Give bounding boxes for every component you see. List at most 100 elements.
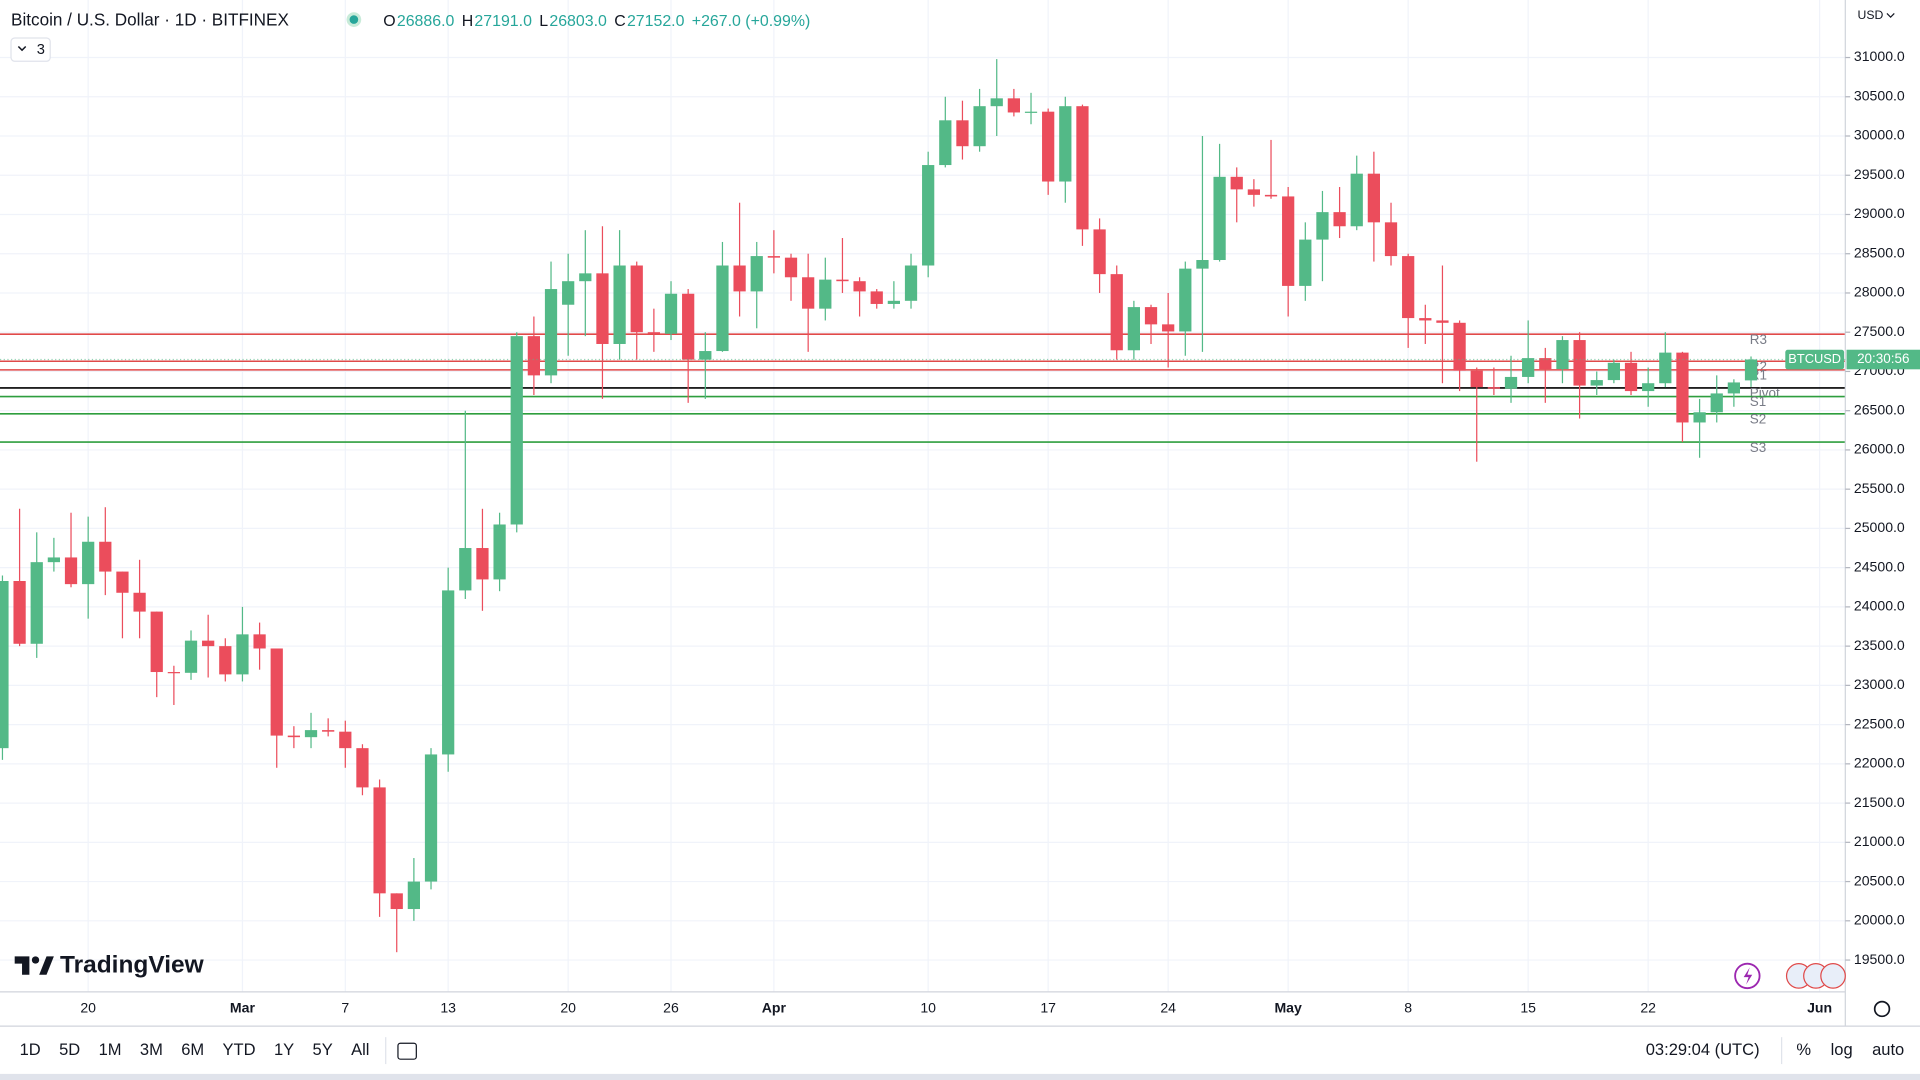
candle-body <box>424 754 438 882</box>
candle-body <box>647 332 660 334</box>
candle-body <box>1333 212 1346 227</box>
logo-dot <box>31 956 40 964</box>
grid <box>0 0 1846 992</box>
candle-body <box>1676 352 1689 423</box>
y-tick-label: 21500.0 <box>1854 794 1905 810</box>
settings-icon[interactable] <box>1873 1000 1891 1018</box>
candle-body <box>1384 222 1398 257</box>
symbol-title: Bitcoin / U.S. Dollar · 1D · BITFINEX <box>11 9 289 29</box>
price-tag <box>1846 349 1920 370</box>
candle-body <box>1316 212 1329 240</box>
candle-body <box>1693 412 1706 423</box>
candle-body <box>270 648 283 736</box>
candle-body <box>1282 196 1295 286</box>
range-button[interactable]: All <box>351 1040 369 1059</box>
candle-body <box>116 571 129 593</box>
candle-body <box>1042 111 1055 182</box>
scale-option[interactable]: log <box>1831 1040 1853 1059</box>
candle-body <box>1093 229 1106 275</box>
candle-body <box>1487 387 1500 389</box>
flag-icon[interactable] <box>1820 963 1846 989</box>
candle-body <box>1419 318 1432 321</box>
brand-name: TradingView <box>60 952 205 979</box>
candle-body <box>1607 362 1620 381</box>
indicator-toggle[interactable] <box>10 37 51 62</box>
x-tick-label: 8 <box>1404 1000 1412 1016</box>
candle-body <box>150 611 163 673</box>
candle-body <box>0 580 9 749</box>
range-button[interactable]: 1Y <box>274 1040 294 1059</box>
candle-body <box>973 106 986 147</box>
range-button[interactable]: 6M <box>181 1040 204 1059</box>
x-tick-label: 15 <box>1520 1000 1536 1016</box>
x-tick-label: Jun <box>1807 1000 1832 1016</box>
candle-body <box>1024 111 1038 113</box>
x-tick-label: 26 <box>663 1000 679 1016</box>
candle-body <box>47 557 60 563</box>
candle-body <box>750 256 763 292</box>
currency-label[interactable]: USD <box>1858 8 1884 22</box>
ohlc-legend: O 26886.0 H 27191.0 L 26803.0 C 27152.0 +267.0 (… <box>383 13 810 30</box>
candle-body <box>99 541 112 572</box>
pivot-label: S3 <box>1750 440 1766 455</box>
x-tick-label: 20 <box>80 1000 96 1016</box>
candle-body <box>836 279 849 282</box>
candle-body <box>784 257 798 278</box>
y-tick-label: 19500.0 <box>1854 951 1905 967</box>
candle-body <box>1470 370 1483 388</box>
x-tick-label: 17 <box>1040 1000 1056 1016</box>
candle-body <box>802 277 815 309</box>
y-tick-label: 21000.0 <box>1854 833 1905 849</box>
legend-prefix: L <box>539 13 548 30</box>
x-tick-label: Apr <box>762 1000 787 1016</box>
candle-body <box>1264 194 1278 197</box>
x-tick-label: Mar <box>230 1000 256 1016</box>
scale-option[interactable]: auto <box>1872 1040 1904 1059</box>
y-tick-label: 20500.0 <box>1854 872 1905 888</box>
candle-body <box>339 731 352 749</box>
candle-body <box>716 265 729 352</box>
candle-body <box>904 265 918 301</box>
candle-body <box>236 634 249 675</box>
candle-body <box>476 548 489 580</box>
y-tick-label: 31000.0 <box>1854 48 1905 64</box>
range-button[interactable]: YTD <box>223 1040 256 1059</box>
symbol-tag <box>1785 349 1845 370</box>
y-tick-label: 29000.0 <box>1854 205 1905 221</box>
candle-body <box>579 273 592 282</box>
range-button[interactable]: 1M <box>99 1040 122 1059</box>
range-button[interactable]: 5D <box>59 1040 80 1059</box>
y-tick-label: 29500.0 <box>1854 166 1905 182</box>
chevron-icon <box>17 46 27 52</box>
range-button[interactable]: 3M <box>140 1040 163 1059</box>
range-button[interactable]: 5Y <box>313 1040 333 1059</box>
y-tick-label: 27500.0 <box>1854 323 1905 339</box>
y-tick-label: 26000.0 <box>1854 441 1905 457</box>
y-tick-label: 30000.0 <box>1854 127 1905 143</box>
candle-body <box>1299 239 1312 286</box>
lightning-icon[interactable] <box>1734 962 1761 990</box>
candle-body <box>1179 268 1192 332</box>
candle-body <box>990 98 1003 107</box>
candle-body <box>13 580 26 644</box>
candle-body <box>733 265 746 292</box>
x-tick-label: 10 <box>920 1000 936 1016</box>
indicator-count: 3 <box>37 42 45 58</box>
y-tick-label: 25500.0 <box>1854 480 1905 496</box>
candle-body <box>1007 98 1020 113</box>
range-button[interactable]: 1D <box>20 1040 41 1059</box>
scale-option[interactable]: % <box>1796 1040 1811 1059</box>
time-axis: 20 Mar 7 13 20 26 Apr 10 17 24 May 8 15 22 Jun <box>80 1000 1832 1016</box>
candle-body <box>1076 106 1089 230</box>
y-tick-label: 28500.0 <box>1854 244 1905 260</box>
candle-body <box>167 672 180 674</box>
y-tick-label: 22500.0 <box>1854 715 1905 731</box>
y-tick-label: 24500.0 <box>1854 558 1905 574</box>
x-tick-label: 13 <box>440 1000 456 1016</box>
date-range-icon[interactable] <box>397 1042 417 1060</box>
candle-body <box>1727 382 1740 394</box>
candle-body <box>30 562 43 644</box>
candle-body <box>1539 358 1552 370</box>
